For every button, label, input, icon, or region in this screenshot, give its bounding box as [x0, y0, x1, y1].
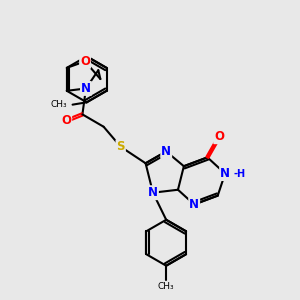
Text: N: N [189, 198, 199, 211]
Text: N: N [148, 186, 158, 199]
Text: CH₃: CH₃ [51, 100, 67, 109]
Text: N: N [220, 167, 230, 180]
Text: -H: -H [233, 169, 245, 178]
Text: O: O [80, 55, 90, 68]
Text: N: N [161, 145, 171, 158]
Text: CH₃: CH₃ [158, 282, 175, 291]
Text: O: O [214, 130, 224, 143]
Text: O: O [61, 114, 71, 127]
Text: S: S [116, 140, 125, 153]
Text: N: N [81, 82, 91, 95]
